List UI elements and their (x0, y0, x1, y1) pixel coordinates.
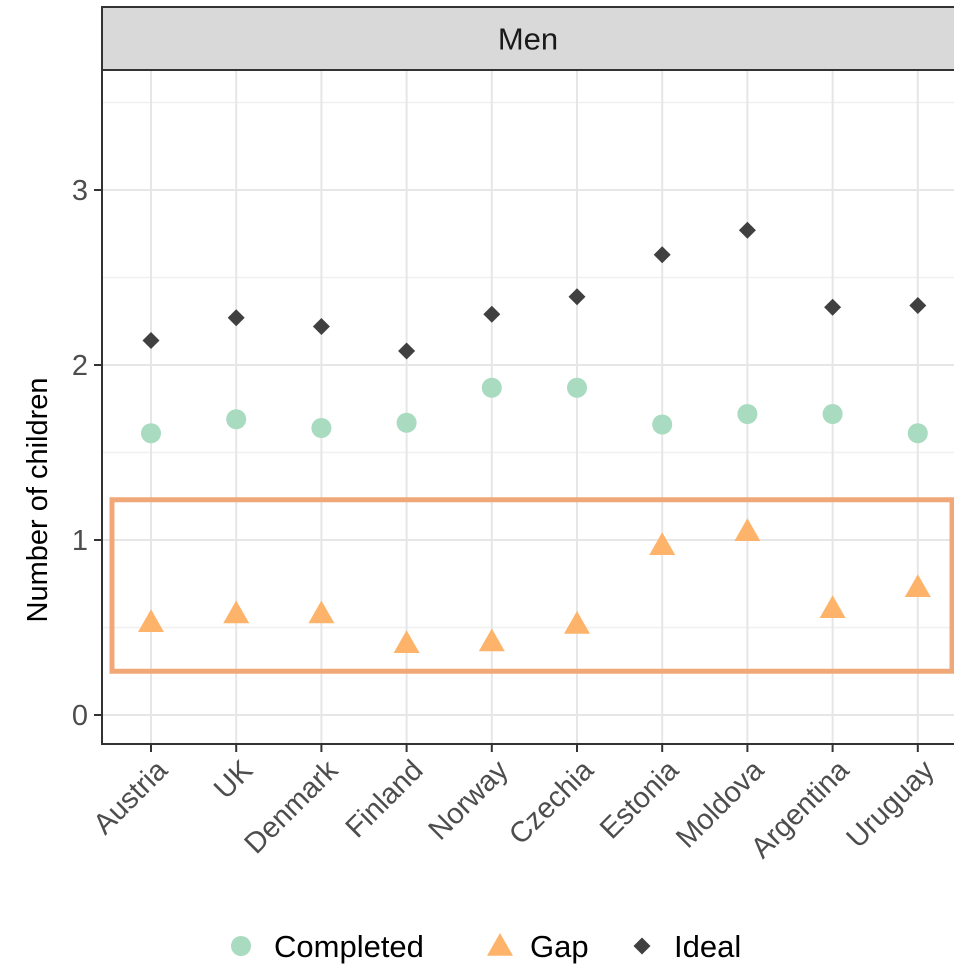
ideal-point (568, 288, 586, 306)
highlight-box (109, 497, 954, 674)
ideal-point (398, 342, 416, 360)
gap-point (393, 630, 420, 653)
y-axis-title: Number of children (22, 378, 54, 623)
ideal-point (142, 332, 160, 349)
y-tick-label: 0 (72, 700, 88, 732)
y-axis: 0 1 2 3 (72, 175, 102, 732)
completed-point (652, 414, 673, 435)
completed-point (737, 404, 758, 424)
x-tick-label: Finland (340, 754, 430, 844)
gap-point (478, 628, 505, 652)
gap-point (904, 574, 931, 597)
legend-completed-key (231, 936, 251, 956)
legend-ideal-label: Ideal (674, 929, 741, 964)
ideal-point (824, 298, 842, 316)
legend-completed-label: Completed (274, 929, 424, 964)
completed-point (567, 377, 587, 398)
facet-strip (101, 6, 954, 71)
y-tick-label: 2 (72, 350, 88, 382)
gap-point (734, 518, 761, 541)
ideal-point (227, 309, 245, 327)
gap-point (308, 600, 335, 624)
ideal-point (653, 246, 671, 264)
x-tick-label: Norway (423, 754, 515, 846)
gap-point (138, 609, 164, 632)
completed-point (481, 377, 502, 398)
legend-gap-label: Gap (530, 929, 589, 964)
completed-point (141, 423, 161, 444)
x-axis: Austria UKDenmarkFinlandNorwayCzechiaEsto… (87, 744, 941, 865)
gap-point (564, 611, 590, 634)
completed-point (907, 423, 928, 444)
legend: Completed Gap Ideal (231, 929, 741, 964)
data-points (138, 221, 931, 653)
legend-ideal-key (633, 937, 651, 955)
gap-point (649, 532, 676, 555)
completed-point (822, 404, 843, 424)
ideal-point (312, 318, 330, 335)
ideal-point (483, 305, 501, 323)
completed-point (226, 409, 247, 430)
ideal-point (738, 221, 756, 239)
minor-gridlines (102, 101, 954, 629)
y-tick-label: 3 (72, 175, 88, 207)
x-tick-label: UK (208, 754, 260, 806)
x-tick-label: Uruguay (841, 754, 941, 854)
completed-point (311, 418, 332, 438)
x-tick-label: Austria (87, 754, 174, 841)
x-tick-label: Czechia (503, 754, 600, 851)
legend-gap-key (487, 933, 513, 956)
facet-strip-title: Men (498, 22, 558, 57)
y-tick-label: 1 (72, 525, 88, 557)
ideal-point (909, 297, 927, 314)
gap-point (223, 600, 250, 624)
completed-point (396, 412, 417, 433)
x-tick-label: Denmark (239, 754, 345, 860)
gap-point (819, 595, 846, 618)
